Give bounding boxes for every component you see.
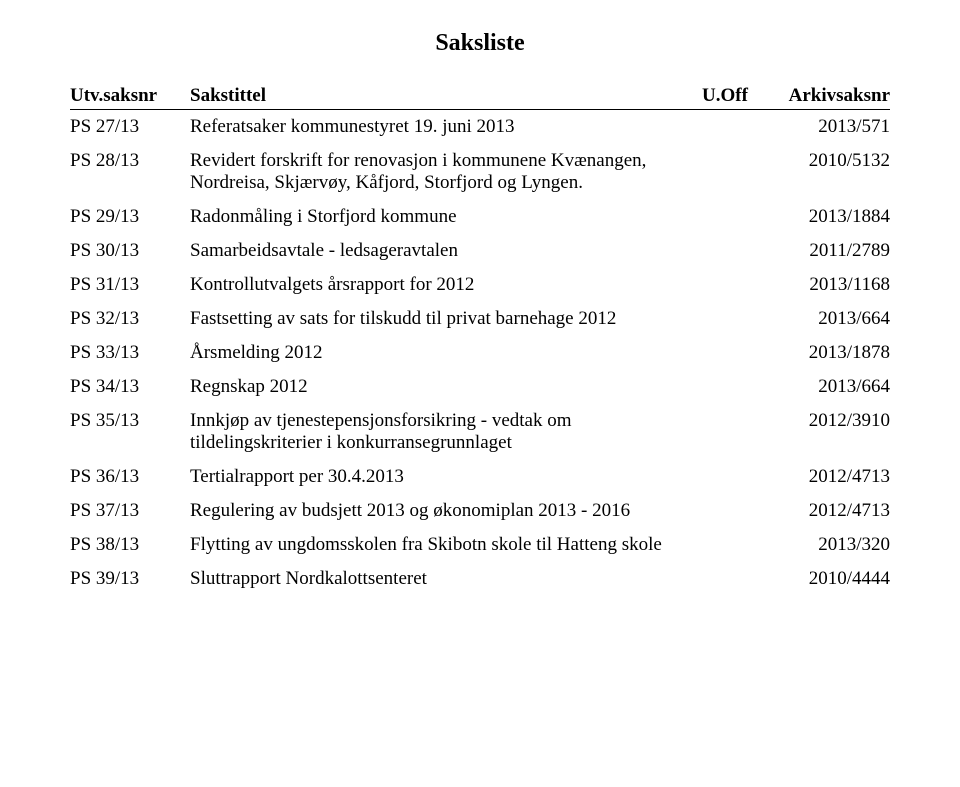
table-row: PS 27/13Referatsaker kommunestyret 19. j… <box>70 110 890 144</box>
cell-title: Radonmåling i Storfjord kommune <box>190 206 690 228</box>
cell-arkiv: 2011/2789 <box>760 240 890 262</box>
table-header-row: Utv.saksnr Sakstittel U.Off Arkivsaksnr <box>70 85 890 110</box>
table-row: PS 36/13Tertialrapport per 30.4.2013 2012… <box>70 460 890 494</box>
cell-utv: PS 37/13 <box>70 500 190 522</box>
cell-title: Tertialrapport per 30.4.2013 <box>190 466 690 488</box>
table-row: PS 28/13Revidert forskrift for renovasjo… <box>70 144 890 200</box>
cell-title: Innkjøp av tjenestepensjonsforsikring - … <box>190 410 690 454</box>
table-row: PS 35/13Innkjøp av tjenestepensjonsforsi… <box>70 404 890 460</box>
cell-arkiv: 2013/664 <box>760 376 890 398</box>
cell-utv: PS 27/13 <box>70 116 190 138</box>
table-row: PS 31/13Kontrollutvalgets årsrapport for… <box>70 268 890 302</box>
col-header-title: Sakstittel <box>190 85 690 107</box>
cell-utv: PS 28/13 <box>70 150 190 172</box>
table-row: PS 39/13Sluttrapport Nordkalottsenteret 2… <box>70 562 890 596</box>
table-row: PS 34/13Regnskap 2012 2013/664 <box>70 370 890 404</box>
cell-utv: PS 30/13 <box>70 240 190 262</box>
cell-title: Kontrollutvalgets årsrapport for 2012 <box>190 274 690 296</box>
cell-utv: PS 32/13 <box>70 308 190 330</box>
cell-arkiv: 2013/571 <box>760 116 890 138</box>
cell-arkiv: 2013/664 <box>760 308 890 330</box>
cell-utv: PS 34/13 <box>70 376 190 398</box>
table-row: PS 29/13Radonmåling i Storfjord kommune 2… <box>70 200 890 234</box>
cell-arkiv: 2013/1168 <box>760 274 890 296</box>
col-header-utv: Utv.saksnr <box>70 85 190 107</box>
cell-title: Regnskap 2012 <box>190 376 690 398</box>
col-header-uoff: U.Off <box>690 85 760 107</box>
cell-title: Sluttrapport Nordkalottsenteret <box>190 568 690 590</box>
cell-utv: PS 29/13 <box>70 206 190 228</box>
cell-arkiv: 2013/1878 <box>760 342 890 364</box>
cell-title: Referatsaker kommunestyret 19. juni 2013 <box>190 116 690 138</box>
page-title: Saksliste <box>70 30 890 57</box>
cell-title: Revidert forskrift for renovasjon i komm… <box>190 150 690 194</box>
table-row: PS 33/13Årsmelding 2012 2013/1878 <box>70 336 890 370</box>
cell-arkiv: 2010/4444 <box>760 568 890 590</box>
cell-utv: PS 31/13 <box>70 274 190 296</box>
table-row: PS 38/13Flytting av ungdomsskolen fra Sk… <box>70 528 890 562</box>
cell-utv: PS 39/13 <box>70 568 190 590</box>
cell-arkiv: 2013/320 <box>760 534 890 556</box>
cell-title: Samarbeidsavtale - ledsageravtalen <box>190 240 690 262</box>
cell-utv: PS 38/13 <box>70 534 190 556</box>
cell-title: Flytting av ungdomsskolen fra Skibotn sk… <box>190 534 690 556</box>
table-row: PS 32/13Fastsetting av sats for tilskudd… <box>70 302 890 336</box>
cell-arkiv: 2013/1884 <box>760 206 890 228</box>
col-header-arkiv: Arkivsaksnr <box>760 85 890 107</box>
cell-utv: PS 35/13 <box>70 410 190 432</box>
table-row: PS 30/13Samarbeidsavtale - ledsageravtal… <box>70 234 890 268</box>
table-row: PS 37/13Regulering av budsjett 2013 og ø… <box>70 494 890 528</box>
cell-utv: PS 33/13 <box>70 342 190 364</box>
cell-arkiv: 2012/3910 <box>760 410 890 432</box>
cell-arkiv: 2012/4713 <box>760 466 890 488</box>
cell-arkiv: 2010/5132 <box>760 150 890 172</box>
cell-title: Årsmelding 2012 <box>190 342 690 364</box>
table-body: PS 27/13Referatsaker kommunestyret 19. j… <box>70 110 890 596</box>
cell-utv: PS 36/13 <box>70 466 190 488</box>
cell-title: Fastsetting av sats for tilskudd til pri… <box>190 308 690 330</box>
cell-title: Regulering av budsjett 2013 og økonomipl… <box>190 500 690 522</box>
cell-arkiv: 2012/4713 <box>760 500 890 522</box>
